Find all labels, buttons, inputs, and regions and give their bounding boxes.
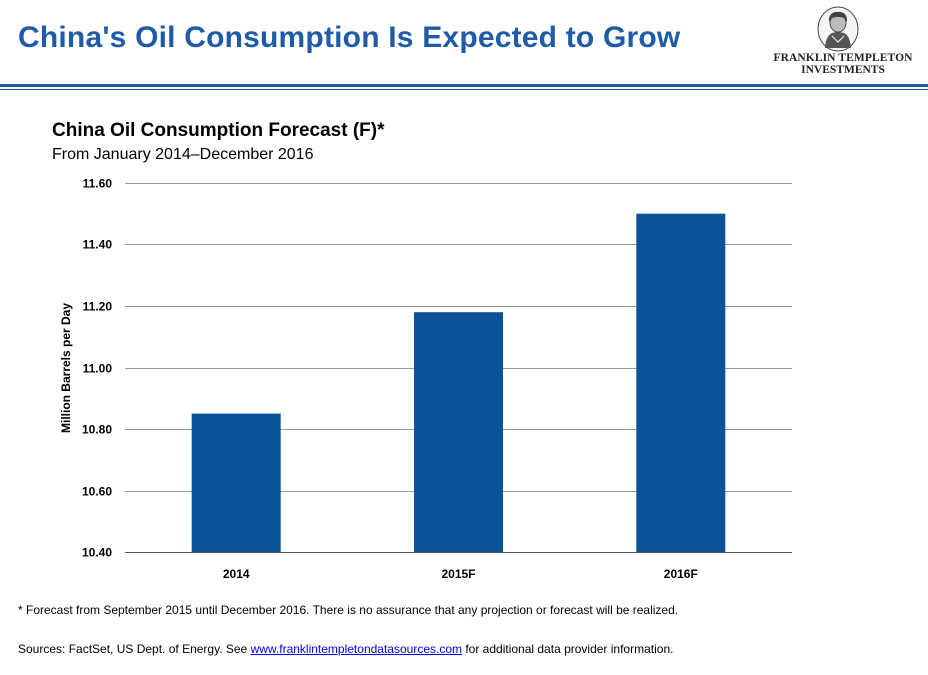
header-rule-thick [0,84,928,87]
header-rule-thin [0,89,928,90]
y-tick-label: 11.00 [83,362,113,376]
y-tick-label: 10.80 [82,423,112,437]
bar-2014 [191,413,281,552]
x-tick-label: 2016F [664,567,698,581]
y-tick-label: 11.20 [83,300,113,314]
page-title: China's Oil Consumption Is Expected to G… [18,21,681,54]
x-tick-label: 2014 [223,567,250,581]
y-tick-label: 10.40 [82,546,112,560]
bar-2015f [414,312,503,552]
y-axis-label: Million Barrels per Day [59,303,73,433]
logo-text-line2: INVESTMENTS [801,64,885,76]
chart-title: China Oil Consumption Forecast (F)* [52,120,385,141]
bar-chart: 10.40 10.60 10.80 11.00 11.20 11.40 11.60 2014… [59,177,792,581]
chart-subtitle: From January 2014–December 2016 [52,146,314,163]
bar-2016f [636,213,726,552]
sources-note: Sources: FactSet, US Dept. of Energy. Se… [18,642,673,656]
x-tick-label: 2015F [441,567,475,581]
y-tick-label: 11.60 [83,177,113,191]
sources-suffix: for additional data provider information… [462,642,674,656]
sources-prefix: Sources: FactSet, US Dept. of Energy. Se… [18,642,251,656]
y-tick-label: 11.40 [83,238,113,252]
footnote: * Forecast from September 2015 until Dec… [18,603,679,617]
portrait-icon [817,6,859,52]
y-tick-label: 10.60 [82,485,112,499]
bars [191,213,726,552]
data-sources-link[interactable]: www.franklintempletondatasources.com [250,642,462,656]
x-axis-ticks: 2014 2015F 2016F [223,567,698,581]
y-axis-ticks: 10.40 10.60 10.80 11.00 11.20 11.40 11.60 [82,177,112,560]
company-logo: FRANKLIN TEMPLETON INVESTMENTS [768,6,918,76]
logo-text-line1: FRANKLIN TEMPLETON [773,52,913,64]
